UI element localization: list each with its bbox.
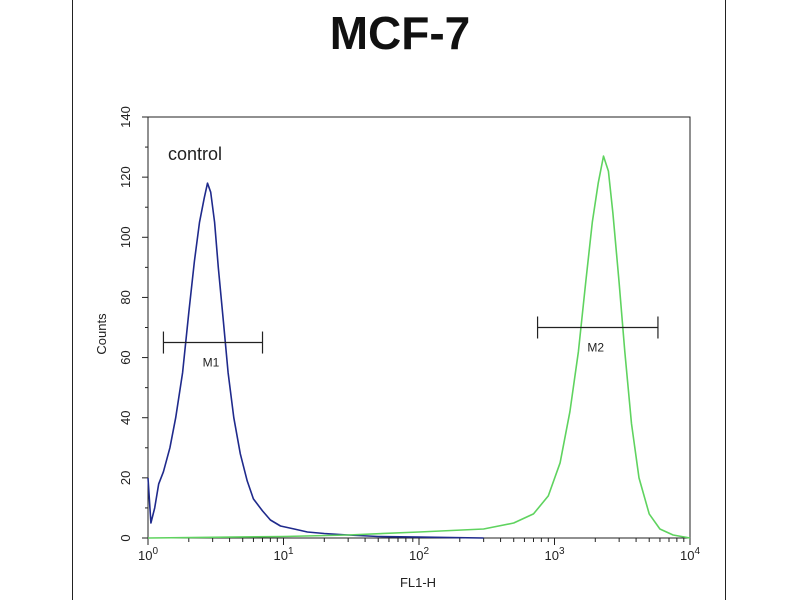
x-tick-label: 102: [409, 546, 429, 563]
y-tick-label: 140: [118, 106, 133, 128]
control-annotation: control: [168, 144, 222, 164]
marker-layer: M1 M2: [162, 316, 659, 370]
x-tick-label: 103: [544, 546, 564, 563]
histogram-series-1: [147, 182, 484, 539]
y-tick-label: 0: [118, 534, 133, 541]
y-tick-label: 40: [118, 410, 133, 424]
y-tick-label: 120: [118, 166, 133, 188]
x-tick-label: 100: [138, 546, 158, 563]
gate-label-M1: M1: [203, 356, 220, 370]
y-tick-label: 60: [118, 350, 133, 364]
chart-title: MCF-7: [329, 7, 471, 59]
series-layer: [147, 155, 691, 539]
y-tick-label: 100: [118, 226, 133, 248]
x-tick-label: 101: [273, 546, 293, 563]
histogram-series-2: [147, 155, 691, 539]
axes: 0 20 40 60 80 100 120 140 100 101 102 103 104: [118, 106, 700, 563]
y-tick-label: 80: [118, 290, 133, 304]
y-tick-label: 20: [118, 471, 133, 485]
x-axis-label: FL1-H: [400, 575, 436, 590]
x-tick-label: 104: [680, 546, 700, 563]
gate-label-M2: M2: [587, 341, 604, 355]
y-axis-label: Counts: [94, 313, 109, 355]
figure-frame: [72, 0, 726, 600]
